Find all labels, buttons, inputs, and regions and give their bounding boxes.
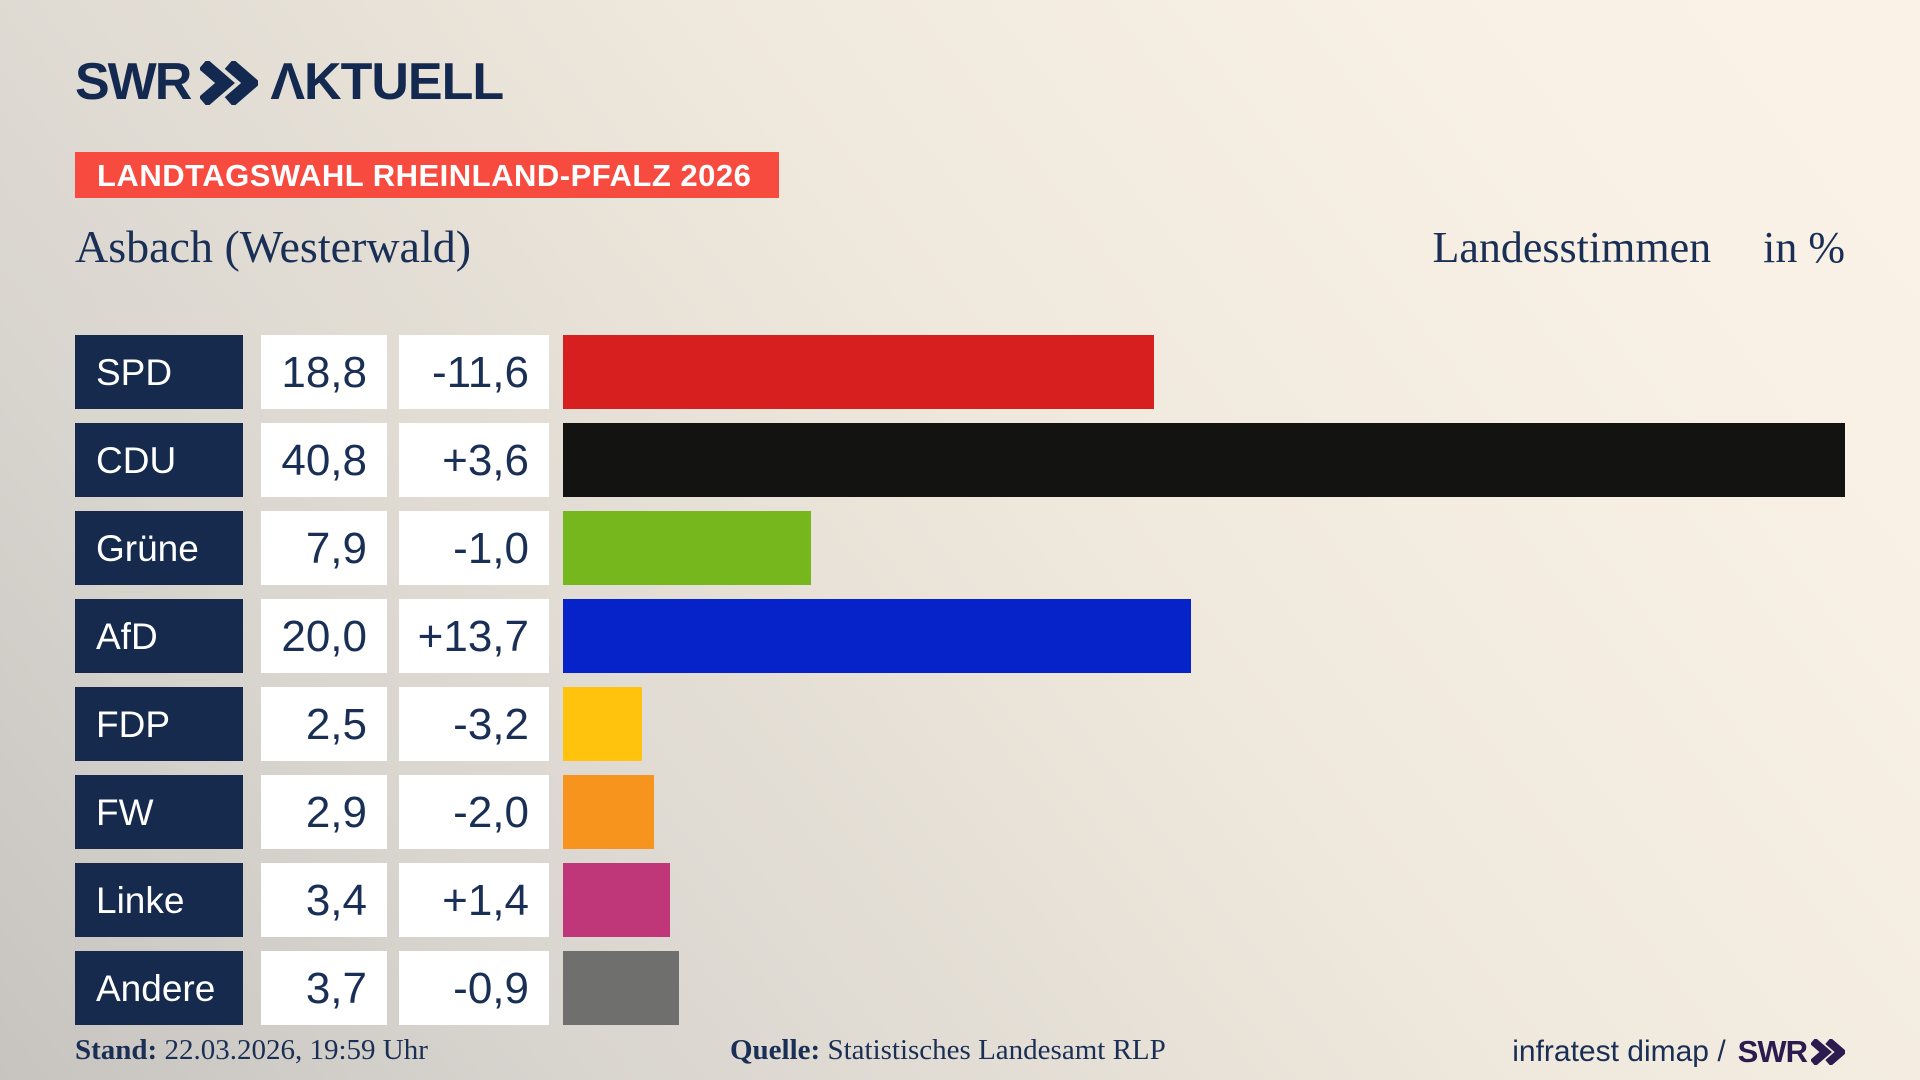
source-value: Statistisches Landesamt RLP	[827, 1034, 1166, 1066]
result-value: 3,4	[261, 863, 387, 937]
result-change: +3,6	[399, 423, 549, 497]
result-change: -0,9	[399, 951, 549, 1025]
stand-label: Stand:	[75, 1034, 158, 1066]
result-row: Grüne 7,9 -1,0	[75, 511, 1845, 585]
source-label: Quelle:	[730, 1034, 821, 1066]
result-change: -3,2	[399, 687, 549, 761]
result-change: +13,7	[399, 599, 549, 673]
party-label: FDP	[75, 687, 243, 761]
stand-note: Stand: 22.03.2026, 19:59 Uhr	[75, 1034, 428, 1067]
credit-note: infratest dimap / SWR	[1512, 1034, 1845, 1070]
party-label: Linke	[75, 863, 243, 937]
party-label: FW	[75, 775, 243, 849]
result-bar	[563, 423, 1845, 497]
measure-label: Landesstimmen in %	[1433, 222, 1846, 273]
swr-credit-text: SWR	[1737, 1034, 1808, 1069]
aktuell-logo-text: ΛKTUELL	[270, 53, 504, 111]
result-bar	[563, 951, 680, 1025]
measure-name: Landesstimmen	[1432, 223, 1712, 272]
party-label: CDU	[75, 423, 243, 497]
party-label: Grüne	[75, 511, 243, 585]
party-label: Andere	[75, 951, 243, 1025]
party-label: SPD	[75, 335, 243, 409]
result-change: -1,0	[399, 511, 549, 585]
result-value: 2,5	[261, 687, 387, 761]
swr-aktuell-logo: SWR ΛKTUELL	[75, 53, 504, 111]
bar-track	[563, 511, 1845, 585]
bar-track	[563, 863, 1845, 937]
source-note: Quelle: Statistisches Landesamt RLP	[730, 1034, 1166, 1067]
double-chevron-icon	[200, 61, 259, 105]
result-change: -11,6	[399, 335, 549, 409]
swr-logo-text: SWR	[75, 53, 192, 111]
result-change: -2,0	[399, 775, 549, 849]
election-banner: LANDTAGSWAHL RHEINLAND-PFALZ 2026	[75, 152, 780, 198]
result-bar	[563, 687, 642, 761]
result-row: AfD 20,0 +13,7	[75, 599, 1845, 673]
result-value: 3,7	[261, 951, 387, 1025]
credit-text: infratest dimap /	[1512, 1035, 1726, 1068]
double-chevron-icon	[1811, 1039, 1845, 1065]
results-bar-chart: SPD 18,8 -11,6 CDU 40,8 +3,6 Grüne 7,9 -…	[75, 335, 1845, 1039]
bar-track	[563, 335, 1845, 409]
result-value: 2,9	[261, 775, 387, 849]
result-row: FDP 2,5 -3,2	[75, 687, 1845, 761]
result-row: CDU 40,8 +3,6	[75, 423, 1845, 497]
stand-value: 22.03.2026, 19:59 Uhr	[164, 1034, 428, 1066]
bar-track	[563, 951, 1845, 1025]
unit-label: in %	[1763, 223, 1845, 272]
bar-track	[563, 423, 1845, 497]
footer: Stand: 22.03.2026, 19:59 Uhr Quelle: Sta…	[75, 1034, 1845, 1074]
title-row: Asbach (Westerwald) Landesstimmen in %	[75, 220, 1845, 273]
result-change: +1,4	[399, 863, 549, 937]
party-label: AfD	[75, 599, 243, 673]
result-row: Linke 3,4 +1,4	[75, 863, 1845, 937]
result-row: SPD 18,8 -11,6	[75, 335, 1845, 409]
page-title: Asbach (Westerwald)	[75, 221, 472, 272]
bar-track	[563, 775, 1845, 849]
result-value: 20,0	[261, 599, 387, 673]
bar-track	[563, 687, 1845, 761]
result-bar	[563, 863, 670, 937]
swr-credit-logo: SWR	[1738, 1034, 1845, 1070]
result-value: 18,8	[261, 335, 387, 409]
result-row: FW 2,9 -2,0	[75, 775, 1845, 849]
bar-track	[563, 599, 1845, 673]
result-row: Andere 3,7 -0,9	[75, 951, 1845, 1025]
result-value: 40,8	[261, 423, 387, 497]
result-bar	[563, 511, 812, 585]
result-bar	[563, 775, 655, 849]
result-bar	[563, 599, 1192, 673]
result-bar	[563, 335, 1154, 409]
result-value: 7,9	[261, 511, 387, 585]
